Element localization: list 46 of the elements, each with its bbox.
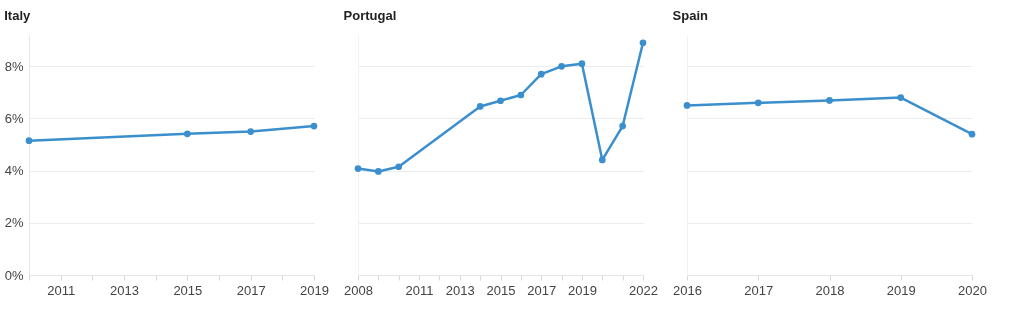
x-tick-label: 2013: [445, 282, 475, 298]
x-tick-label: 2011: [405, 282, 434, 298]
chart-title: Italy: [4, 8, 31, 23]
chart-title: Spain: [672, 8, 708, 23]
point: [476, 103, 484, 110]
point: [897, 94, 905, 101]
y-tick-label: 2%: [4, 215, 24, 231]
x-tick-label: 2016: [673, 282, 702, 298]
x-tick-label: 2015: [486, 282, 516, 298]
point: [25, 137, 33, 144]
point: [247, 128, 255, 135]
x-tick-label: 2019: [886, 282, 916, 298]
x-tick-label: 2018: [815, 282, 845, 298]
x-tick-label: 2017: [236, 282, 266, 298]
x-tick-label: 2022: [629, 282, 658, 298]
point: [497, 97, 504, 105]
point: [183, 130, 191, 138]
y-tick-label: 0%: [4, 267, 24, 283]
point: [968, 130, 976, 138]
point: [558, 62, 565, 70]
x-tick-label: 2017: [527, 282, 557, 298]
point: [639, 39, 647, 47]
x-tick-label: 2015: [173, 282, 203, 298]
point: [310, 122, 318, 130]
x-tick-label: 2011: [47, 282, 76, 298]
x-tick-label: 2008: [344, 282, 373, 298]
point: [754, 99, 762, 107]
y-tick-label: 6%: [4, 110, 24, 126]
point: [517, 91, 525, 99]
point: [619, 122, 626, 130]
point: [826, 97, 833, 104]
point: [354, 165, 362, 172]
point: [375, 168, 382, 175]
x-tick-label: 2020: [958, 282, 987, 298]
point: [395, 163, 403, 171]
point: [598, 156, 606, 164]
point: [537, 70, 545, 78]
chart-title: Portugal: [343, 8, 397, 23]
point: [578, 60, 586, 68]
y-tick-label: 4%: [4, 163, 24, 179]
x-tick-label: 2019: [567, 282, 597, 298]
x-tick-label: 2017: [744, 282, 774, 298]
point: [683, 102, 691, 109]
x-tick-label: 2019: [300, 282, 329, 298]
y-tick-label: 8%: [4, 58, 24, 74]
x-tick-label: 2013: [110, 282, 139, 298]
